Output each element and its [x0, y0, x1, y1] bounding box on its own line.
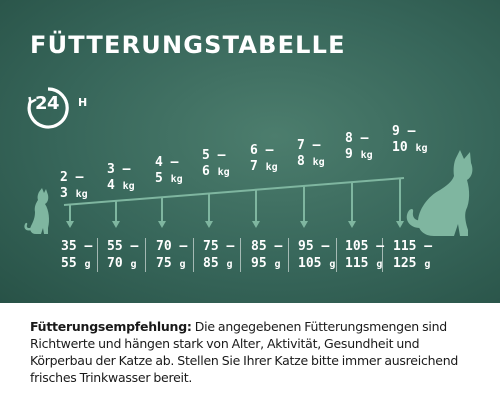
portion-unit: g	[130, 259, 137, 270]
portion-range-end: 85	[203, 256, 219, 271]
weight-range-start: 5 –	[202, 148, 226, 163]
portion-range-start: 75 –	[203, 239, 235, 254]
weight-unit: kg	[360, 150, 373, 161]
portion-range-start: 70 –	[156, 239, 188, 254]
weight-label: 9 –10 kg	[392, 124, 428, 157]
weight-unit: kg	[75, 189, 88, 200]
weight-range-start: 3 –	[107, 162, 131, 177]
portion-divider	[97, 238, 98, 272]
weight-range-start: 2 –	[60, 170, 84, 185]
portion-range-start: 55 –	[107, 239, 139, 254]
badge-number: 24	[35, 93, 60, 114]
weight-label: 4 –5 kg	[155, 155, 183, 188]
24h-clock-icon	[27, 87, 69, 129]
portion-range-start: 35 –	[61, 239, 93, 254]
weight-range-end: 10	[392, 140, 408, 155]
down-arrow-icon	[158, 197, 166, 228]
weight-unit: kg	[170, 174, 183, 185]
portion-range-end: 55	[61, 256, 77, 271]
weight-label: 2 –3 kg	[60, 170, 88, 203]
weight-range-start: 7 –	[297, 138, 321, 153]
large-cat-icon	[406, 150, 473, 236]
portion-divider	[145, 238, 146, 272]
portion-divider	[193, 238, 194, 272]
weight-label: 6 –7 kg	[250, 143, 278, 176]
feeding-chart-panel: FÜTTERUNGSTABELLE 24 H 2 –3 kg 3 –4 kg 4 –…	[0, 0, 500, 303]
weight-unit: kg	[415, 143, 428, 154]
portion-unit: g	[179, 259, 186, 270]
recommendation-label: Fütterungsempfehlung:	[30, 319, 192, 334]
badge-suffix: H	[78, 96, 88, 109]
weight-label: 7 –8 kg	[297, 138, 325, 171]
portion-unit: g	[424, 259, 431, 270]
weight-range-end: 7	[250, 159, 258, 174]
weight-range-end: 9	[345, 147, 353, 162]
portion-range-end: 105	[298, 256, 322, 271]
portion-range-start: 105 –	[345, 239, 385, 254]
portion-range-start: 115 –	[393, 239, 433, 254]
24h-clock-badge: 24 H	[26, 85, 106, 131]
portion-range-end: 115	[345, 256, 369, 271]
down-arrow-icon	[112, 200, 120, 228]
portion-range-start: 85 –	[251, 239, 283, 254]
down-arrow-icon	[348, 182, 356, 228]
weight-unit: kg	[265, 162, 278, 173]
weight-range-start: 8 –	[345, 131, 369, 146]
weight-unit: kg	[217, 167, 230, 178]
weight-range-end: 8	[297, 154, 305, 169]
portion-label: 95 – 105 g	[298, 238, 344, 273]
down-arrow-icon	[300, 185, 308, 228]
weight-label: 3 –4 kg	[107, 162, 135, 195]
portion-label: 55 – 70 g	[107, 238, 153, 273]
down-arrow-icon	[66, 204, 74, 228]
weight-range-end: 5	[155, 171, 163, 186]
portion-unit: g	[376, 259, 383, 270]
portion-label: 105 – 115 g	[345, 238, 391, 273]
portion-unit: g	[226, 259, 233, 270]
portion-range-end: 70	[107, 256, 123, 271]
weight-unit: kg	[122, 181, 135, 192]
weight-label: 8 –9 kg	[345, 131, 373, 164]
weight-range-start: 9 –	[392, 124, 416, 139]
weight-range-end: 4	[107, 178, 115, 193]
portion-range-end: 95	[251, 256, 267, 271]
weight-unit: kg	[312, 157, 325, 168]
portion-divider	[336, 238, 337, 272]
portion-divider	[382, 238, 383, 272]
recommendation-text: Die angegebenen Fütterungsmengen sind Ri…	[30, 319, 459, 385]
weight-range-end: 6	[202, 164, 210, 179]
page-title: FÜTTERUNGSTABELLE	[30, 31, 346, 59]
weight-range-end: 3	[60, 186, 68, 201]
portion-unit: g	[84, 259, 91, 270]
portion-label: 70 – 75 g	[156, 238, 202, 273]
weight-axis-line	[63, 177, 405, 206]
weight-range-start: 4 –	[155, 155, 179, 170]
portion-unit: g	[274, 259, 281, 270]
portion-divider	[240, 238, 241, 272]
portion-range-end: 125	[393, 256, 417, 271]
weight-range-start: 6 –	[250, 143, 274, 158]
portion-label: 35 – 55 g	[61, 238, 107, 273]
down-arrow-icon	[205, 193, 213, 228]
small-cat-icon	[24, 188, 49, 234]
down-arrow-icon	[396, 178, 404, 228]
portion-label: 115 – 125 g	[393, 238, 439, 273]
weight-arrows	[63, 177, 405, 228]
portion-range-end: 75	[156, 256, 172, 271]
portion-label: 75 – 85 g	[203, 238, 249, 273]
portion-unit: g	[329, 259, 336, 270]
portion-label: 85 – 95 g	[251, 238, 297, 273]
down-arrow-icon	[252, 189, 260, 228]
portion-range-start: 95 –	[298, 239, 330, 254]
portion-divider	[288, 238, 289, 272]
feeding-recommendation: Fütterungsempfehlung: Die angegebenen Fü…	[30, 318, 476, 386]
weight-label: 5 –6 kg	[202, 148, 230, 181]
